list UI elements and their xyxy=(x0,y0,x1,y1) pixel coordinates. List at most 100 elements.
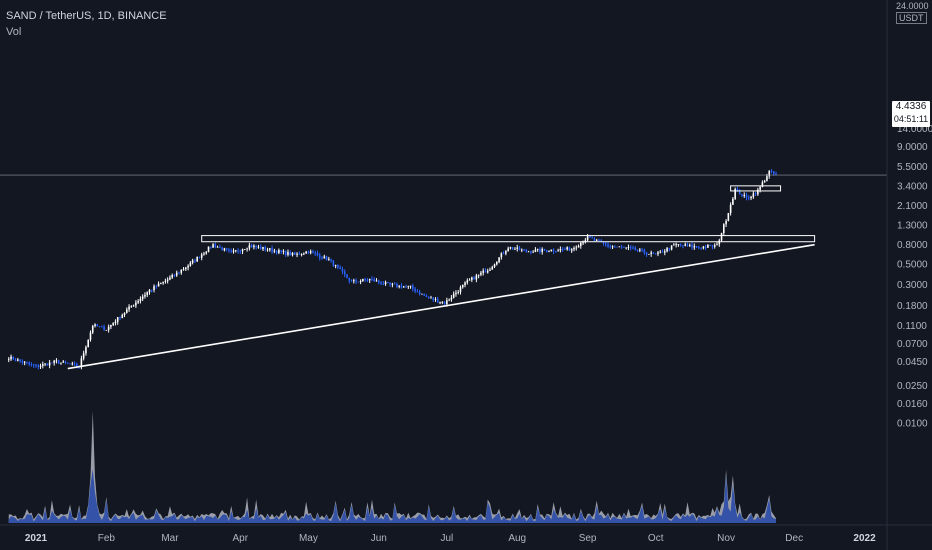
volume-area xyxy=(8,411,777,523)
candle xyxy=(348,277,351,284)
candle xyxy=(241,248,244,255)
price-tick-label: 0.0100 xyxy=(897,418,928,429)
candle xyxy=(73,361,76,367)
candle xyxy=(346,274,348,279)
candle xyxy=(582,240,584,245)
candle xyxy=(35,363,37,368)
candle xyxy=(307,250,310,255)
candle xyxy=(37,364,40,370)
symbol-title[interactable]: SAND / TetherUS, 1D, BINANCE xyxy=(6,10,167,22)
candle xyxy=(98,326,101,328)
candle xyxy=(173,273,176,277)
candle xyxy=(323,254,326,259)
candle xyxy=(380,281,382,286)
candle xyxy=(473,275,475,280)
candle xyxy=(146,291,149,297)
candle xyxy=(119,316,121,320)
candle xyxy=(371,276,373,282)
candle xyxy=(541,247,544,255)
candle xyxy=(532,250,534,253)
candle xyxy=(743,192,746,198)
candle xyxy=(230,248,233,254)
price-tick-label: 1.3000 xyxy=(897,220,928,231)
resistance-zone-box[interactable] xyxy=(730,185,782,192)
price-tick-label: 0.3000 xyxy=(897,280,928,291)
candle xyxy=(82,350,85,361)
candle xyxy=(114,319,117,326)
price-axis-unit[interactable]: 24.0000 USDT xyxy=(896,1,929,24)
candle xyxy=(341,266,344,275)
candle xyxy=(57,359,60,365)
candle xyxy=(448,298,450,302)
candle xyxy=(116,317,119,325)
candle xyxy=(763,179,766,183)
time-tick-label: Mar xyxy=(161,533,179,544)
candle xyxy=(614,245,616,248)
candle xyxy=(407,285,410,290)
drawing-annotations[interactable] xyxy=(0,174,887,370)
candle xyxy=(400,283,403,289)
volume-indicator-label[interactable]: Vol xyxy=(6,26,22,38)
candle xyxy=(645,251,648,257)
price-axis[interactable]: 14.0000 9.0000 5.5000 3.4000 2.1000 1.3000 0.8… xyxy=(897,124,932,429)
candle xyxy=(293,251,296,255)
candle xyxy=(239,249,242,255)
resistance-zone-box[interactable] xyxy=(201,235,816,243)
ascending-trendline[interactable] xyxy=(67,243,815,370)
candle xyxy=(725,219,727,228)
candle xyxy=(607,242,609,249)
candle xyxy=(91,324,94,335)
candle xyxy=(652,251,655,254)
candle xyxy=(500,252,503,260)
candle xyxy=(580,241,582,249)
candle xyxy=(566,246,568,251)
candle xyxy=(196,256,198,262)
candle xyxy=(586,234,589,242)
candle xyxy=(303,252,305,256)
time-axis[interactable]: 2021 Feb Mar Apr May Jun Jul Aug Sep Oct Nov Dec 202… xyxy=(25,533,876,544)
candle xyxy=(44,363,46,367)
candle xyxy=(51,362,53,364)
candle xyxy=(130,305,133,308)
candle xyxy=(343,269,346,278)
price-tick-label: 0.0250 xyxy=(897,381,928,392)
candle xyxy=(198,256,201,259)
candle xyxy=(747,195,750,201)
candle xyxy=(21,359,24,365)
price-tick-label: 2.1000 xyxy=(897,201,928,212)
candle xyxy=(564,247,566,251)
last-price-value: 4.4336 xyxy=(895,101,927,112)
candle xyxy=(707,244,709,249)
candle xyxy=(334,264,337,269)
candle xyxy=(393,282,396,285)
candle xyxy=(770,169,773,174)
candle xyxy=(632,245,634,250)
candle xyxy=(543,248,546,252)
candle xyxy=(157,281,160,287)
candle xyxy=(461,284,464,289)
candle xyxy=(654,253,657,255)
candle xyxy=(686,242,689,247)
candle xyxy=(609,244,612,249)
candle xyxy=(132,304,135,307)
candle xyxy=(350,279,353,282)
candle xyxy=(636,249,639,253)
candle xyxy=(232,248,235,254)
candle xyxy=(175,270,178,277)
candle xyxy=(673,242,675,246)
candle xyxy=(623,246,625,248)
candle xyxy=(539,247,541,254)
candle xyxy=(452,291,455,299)
candle xyxy=(89,330,92,342)
candle xyxy=(527,250,530,253)
candle xyxy=(180,269,183,275)
candle xyxy=(695,245,698,249)
candle xyxy=(128,304,130,312)
candle xyxy=(480,270,482,277)
candle xyxy=(593,237,596,243)
candle xyxy=(139,296,142,304)
candle xyxy=(561,246,564,252)
candle xyxy=(155,284,158,289)
candle xyxy=(123,312,126,318)
